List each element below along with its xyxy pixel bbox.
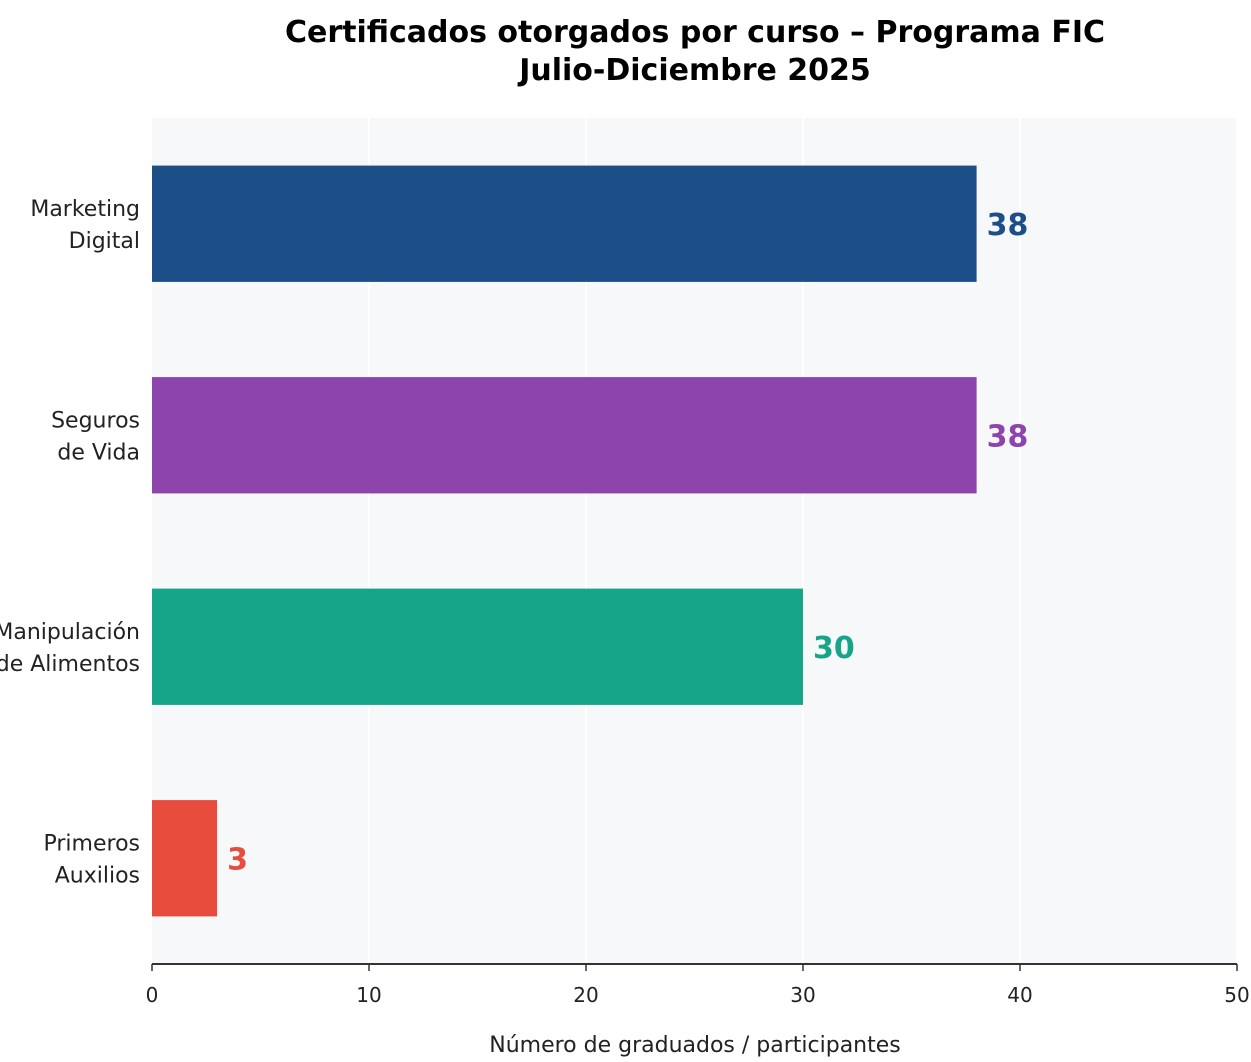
x-tick-label: 0 <box>146 983 159 1007</box>
category-labels: Marketing Digital Seguros de Vida Manipulaci… <box>0 197 140 889</box>
bars <box>152 165 977 917</box>
x-axis-ticks: 0 10 20 30 40 50 <box>146 964 1250 1007</box>
x-axis-label: Número de graduados / participantes <box>489 1033 901 1058</box>
chart-subtitle: Julio-Diciembre 2025 <box>517 53 871 88</box>
bar <box>152 165 977 282</box>
category-label: Digital <box>69 229 140 254</box>
category-label: de Vida <box>57 440 140 465</box>
category-label: Auxilios <box>55 863 140 888</box>
x-tick-label: 40 <box>1007 983 1032 1007</box>
value-label: 38 <box>987 208 1029 243</box>
value-label: 38 <box>987 419 1029 454</box>
bar <box>152 377 977 494</box>
category-label: de Alimentos <box>0 652 140 677</box>
x-tick-label: 10 <box>356 983 381 1007</box>
x-tick-label: 50 <box>1224 983 1249 1007</box>
x-tick-label: 30 <box>790 983 815 1007</box>
category-label: Primeros <box>44 831 141 856</box>
category-label: Manipulación <box>0 620 140 645</box>
value-label: 3 <box>227 842 248 877</box>
category-label: Seguros <box>51 408 140 433</box>
value-label: 30 <box>813 631 855 666</box>
category-label: Marketing <box>30 197 140 222</box>
x-tick-label: 20 <box>573 983 598 1007</box>
value-labels: 38 38 30 3 <box>227 208 1028 878</box>
bar <box>152 800 218 917</box>
chart-title: Certificados otorgados por curso – Progr… <box>285 15 1105 50</box>
bar <box>152 588 803 705</box>
